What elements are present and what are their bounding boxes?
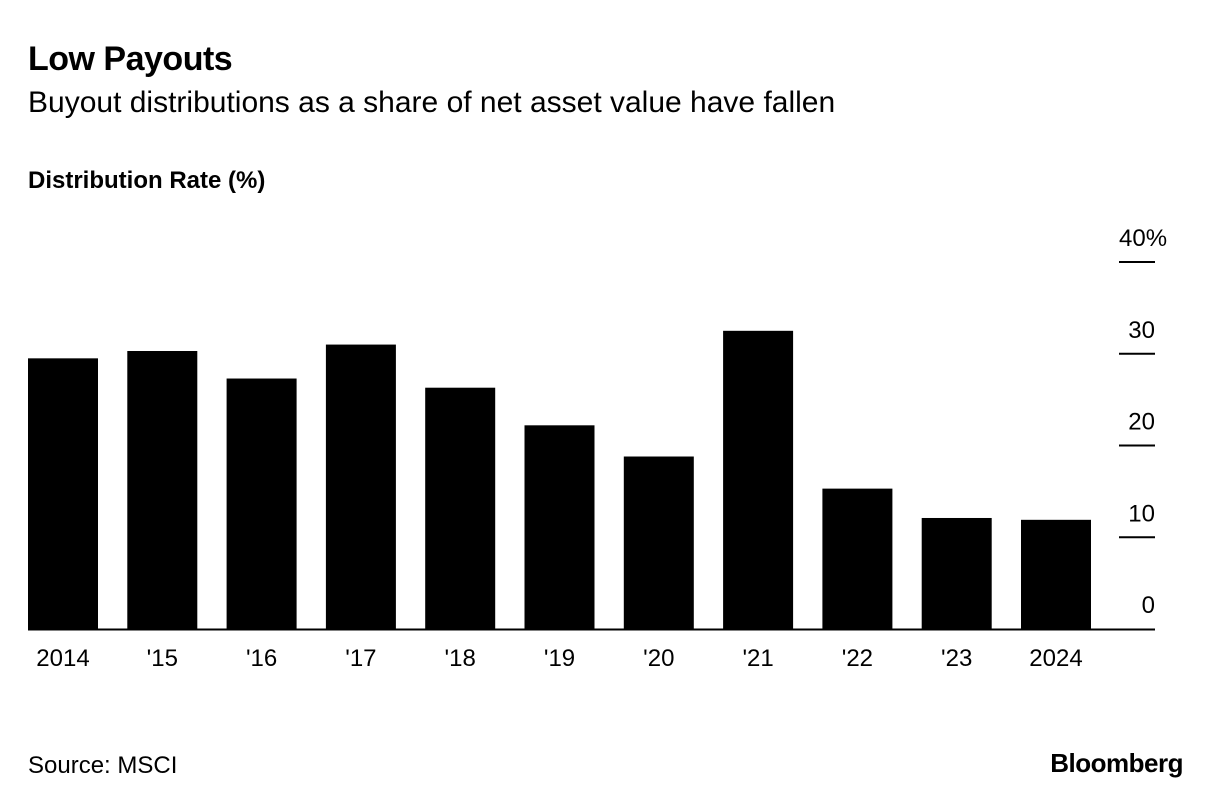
y-tick-label: 40% [1119,225,1167,252]
y-tick-label: 20 [1128,409,1155,436]
bar-4 [425,387,496,629]
x-tick-label: '20 [643,645,674,672]
x-tick-label: '21 [742,645,773,672]
y-tick-label: 0 [1142,592,1155,619]
x-tick-label: '16 [246,645,277,672]
x-tick-label: '23 [941,645,972,672]
bar-2 [226,378,297,629]
y-axis: 0 10 20 30 40% [1119,225,1167,619]
x-tick-label: '19 [544,645,575,672]
x-tick-label: '22 [842,645,873,672]
y-tick-label: 30 [1128,317,1155,344]
bar-8 [822,488,893,629]
bar-3 [325,344,396,629]
y-axis-label: Distribution Rate (%) [28,167,266,194]
y-tick-label: 10 [1128,500,1155,527]
x-tick-label: '18 [445,645,476,672]
bloomberg-logo: Bloomberg [1050,748,1183,778]
bar-9 [921,517,992,629]
bar-5 [524,425,595,629]
x-tick-label: 2014 [36,645,89,672]
source-note: Source: MSCI [28,752,178,779]
bar-6 [623,456,694,629]
chart-title: Low Payouts [28,40,233,78]
chart-subtitle: Buyout distributions as a share of net a… [28,86,836,119]
x-tick-label: '15 [147,645,178,672]
bars-group [28,330,1091,629]
x-tick-label: '17 [345,645,376,672]
bar-0 [28,358,98,629]
bar-7 [723,330,794,629]
x-axis: 2014 '15 '16 '17 '18 '19 '20 '21 '22 '23 2024 [28,628,1155,672]
bar-10 [1021,519,1091,629]
bar-1 [127,350,198,629]
x-tick-label: 2024 [1029,645,1082,672]
